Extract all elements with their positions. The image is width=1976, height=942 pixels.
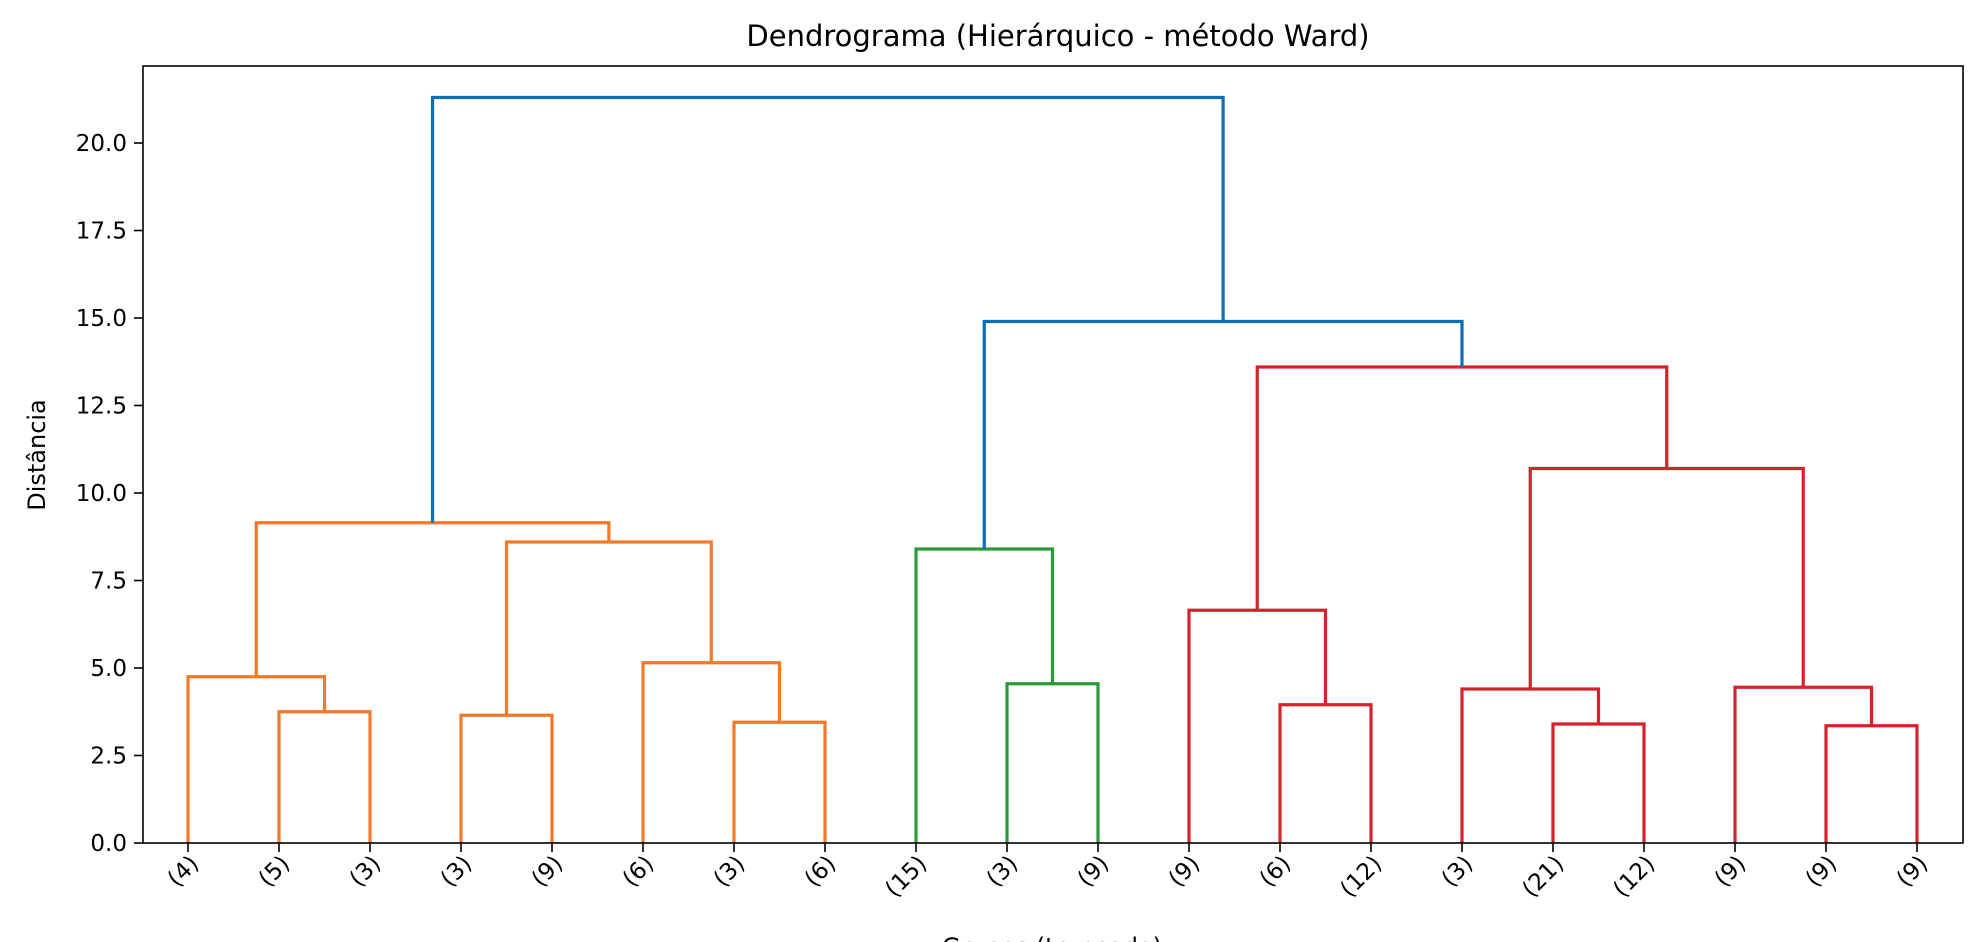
dendrogram-link-orange xyxy=(504,540,713,716)
dendrogram-links xyxy=(186,95,1919,843)
dendrogram-link-orange xyxy=(732,720,827,843)
dendrogram-link-blue xyxy=(982,319,1464,549)
x-tick-label: (9) xyxy=(1164,851,1205,892)
dendrogram-link-green xyxy=(1005,682,1100,843)
x-tick-label: (9) xyxy=(1710,851,1751,892)
dendrogram-link-orange xyxy=(641,661,782,843)
dendrogram-link-red xyxy=(1187,608,1328,843)
x-tick-label: (3) xyxy=(982,851,1023,892)
y-tick-label: 10.0 xyxy=(76,481,127,507)
x-axis-label: Grupos (truncado) xyxy=(942,933,1162,942)
x-tick-label: (12) xyxy=(1335,851,1387,903)
x-tick-label: (5) xyxy=(254,851,295,892)
y-tick-label: 2.5 xyxy=(90,744,127,770)
y-tick-label: 7.5 xyxy=(90,569,127,595)
x-tick-label: (4) xyxy=(163,851,204,892)
x-tick-label: (3) xyxy=(345,851,386,892)
x-tick-label: (3) xyxy=(709,851,750,892)
x-axis: (4) (5) (3) (3) (9) (6) (3) (6) (15) (3) (9) (9) (6)… xyxy=(163,843,1933,903)
y-tick-label: 20.0 xyxy=(76,131,127,157)
x-tick-label: (6) xyxy=(618,851,659,892)
dendrogram-link-orange xyxy=(186,675,327,843)
dendrogram-link-red xyxy=(1460,687,1601,843)
x-tick-label: (6) xyxy=(800,851,841,892)
y-tick-label: 5.0 xyxy=(90,656,127,682)
dendrogram-link-blue xyxy=(430,95,1225,523)
x-tick-label: (9) xyxy=(1801,851,1842,892)
x-tick-label: (9) xyxy=(527,851,568,892)
x-tick-label: (15) xyxy=(880,851,932,903)
chart-title: Dendrograma (Hierárquico - método Ward) xyxy=(746,19,1369,53)
dendrogram-link-red xyxy=(1278,703,1373,843)
dendrogram-link-orange xyxy=(459,713,554,843)
dendrogram-link-green xyxy=(914,547,1055,843)
y-tick-label: 12.5 xyxy=(76,394,127,420)
dendrogram-link-red xyxy=(1528,466,1805,689)
x-tick-label: (3) xyxy=(436,851,477,892)
y-axis: 0.0 2.5 5.0 7.5 10.0 12.5 15.0 17.5 20.0 xyxy=(76,131,143,857)
dendrogram-link-orange xyxy=(254,521,611,677)
x-tick-label: (9) xyxy=(1892,851,1933,892)
y-tick-label: 17.5 xyxy=(76,219,127,245)
x-tick-label: (12) xyxy=(1608,851,1660,903)
dendrogram-link-orange xyxy=(277,710,372,843)
dendrogram-link-red xyxy=(1733,685,1874,843)
y-axis-label: Distância xyxy=(23,399,51,511)
x-tick-label: (3) xyxy=(1437,851,1478,892)
plot-area-frame xyxy=(142,65,1964,844)
dendrogram-link-red xyxy=(1824,724,1919,843)
x-tick-label: (21) xyxy=(1517,851,1569,903)
x-tick-label: (6) xyxy=(1255,851,1296,892)
x-tick-label: (9) xyxy=(1073,851,1114,892)
dendrogram-link-red xyxy=(1255,365,1669,611)
y-tick-label: 0.0 xyxy=(90,831,127,857)
y-tick-label: 15.0 xyxy=(76,306,127,332)
dendrogram-link-red xyxy=(1551,722,1646,843)
